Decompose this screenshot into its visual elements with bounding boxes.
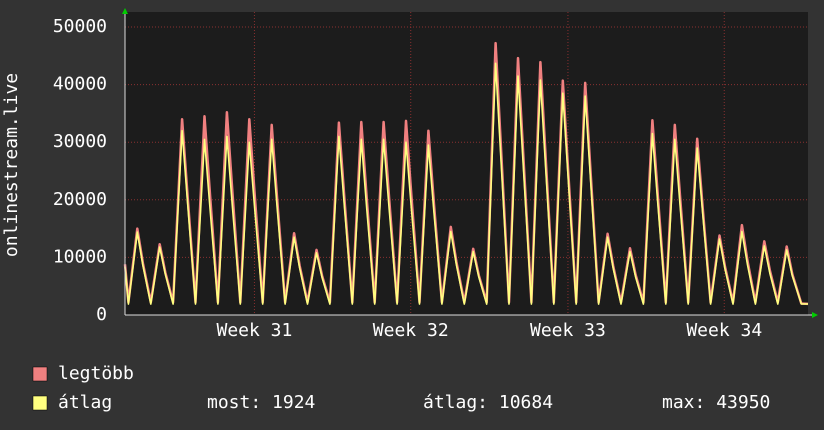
legend-swatch bbox=[32, 395, 48, 411]
axis-arrow bbox=[812, 312, 818, 318]
legend-label: legtöbb bbox=[58, 363, 134, 384]
stat-label: átlag: bbox=[423, 392, 488, 413]
stat-value: 43950 bbox=[716, 392, 770, 413]
stat: max: 43950 bbox=[662, 392, 770, 413]
y-tick-label: 40000 bbox=[53, 74, 107, 95]
stat-value: 1924 bbox=[272, 392, 315, 413]
y-tick-label: 10000 bbox=[53, 246, 107, 267]
stat-label: max: bbox=[662, 392, 705, 413]
y-tick-label: 50000 bbox=[53, 16, 107, 37]
plot-area bbox=[125, 12, 808, 315]
stat: átlag: 10684 bbox=[423, 392, 553, 413]
y-tick-label: 30000 bbox=[53, 131, 107, 152]
stat: most: 1924 bbox=[207, 392, 315, 413]
legend-swatch bbox=[32, 366, 48, 382]
stat-value: 10684 bbox=[499, 392, 553, 413]
x-tick-label: Week 32 bbox=[373, 320, 449, 341]
y-tick-label: 0 bbox=[96, 304, 107, 325]
y-axis-label: onlinestream.live bbox=[1, 73, 22, 257]
x-tick-label: Week 31 bbox=[217, 320, 293, 341]
x-tick-label: Week 34 bbox=[686, 320, 762, 341]
legend-label: átlag bbox=[58, 392, 112, 413]
y-tick-label: 20000 bbox=[53, 189, 107, 210]
axis-arrow bbox=[122, 8, 128, 14]
x-tick-label: Week 33 bbox=[530, 320, 606, 341]
series-line bbox=[124, 62, 808, 305]
stat-label: most: bbox=[207, 392, 261, 413]
